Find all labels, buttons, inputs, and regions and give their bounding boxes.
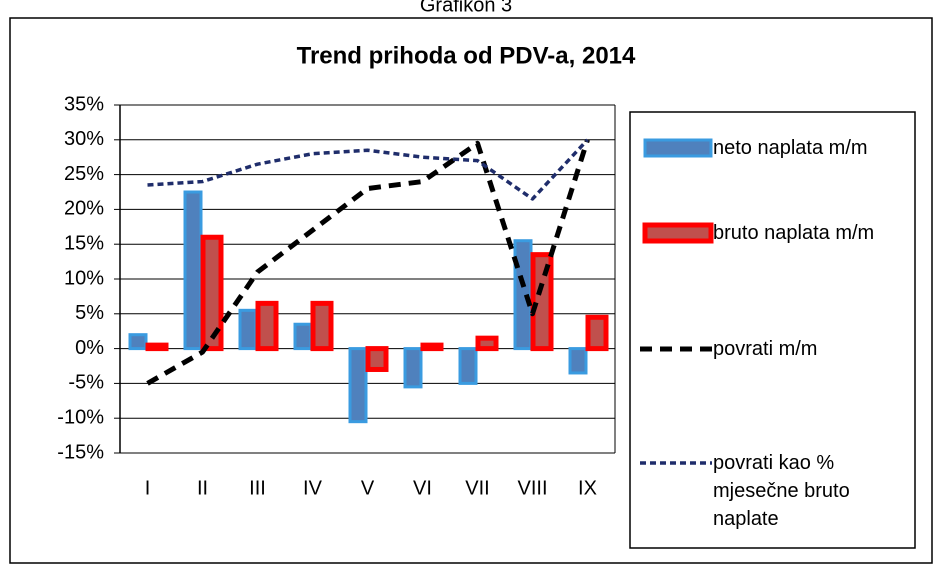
bar (458, 347, 478, 385)
legend-swatch (643, 138, 713, 158)
bar (238, 308, 258, 351)
bar (475, 335, 499, 352)
bar (420, 342, 444, 352)
y-tick-label: 10% (64, 267, 104, 289)
legend-entry: bruto naplata m/m (713, 222, 875, 244)
bar (348, 347, 368, 424)
line (146, 139, 590, 386)
chart-title: Trend prihoda od PDV-a, 2014 (297, 42, 636, 69)
x-tick-label: II (197, 477, 208, 499)
x-tick-label: VI (413, 477, 432, 499)
bar (293, 322, 313, 351)
bar (365, 346, 389, 372)
chart-frame (9, 17, 933, 564)
legend-label: bruto naplata m/m (713, 222, 875, 244)
bar (585, 314, 609, 352)
legend-box (629, 111, 916, 549)
bar (200, 234, 224, 352)
x-tick-label: IV (303, 477, 323, 499)
caption: Grafikon 3 (420, 0, 512, 16)
bar (183, 190, 203, 351)
legend-label: povrati m/m (713, 338, 818, 360)
y-tick-label: 25% (64, 163, 104, 185)
bar (403, 347, 423, 389)
bar (145, 342, 169, 352)
y-tick-label: 5% (75, 302, 104, 324)
bar (310, 300, 334, 352)
y-tick-label: 0% (75, 337, 104, 359)
x-tick-label: III (249, 477, 266, 499)
bar (530, 252, 554, 352)
y-tick-label: 35% (64, 93, 104, 115)
y-tick-label: 15% (64, 232, 104, 254)
y-tick-label: -15% (57, 441, 104, 463)
legend-entry: povrati kao % mjesečne bruto naplate (713, 452, 850, 530)
bar (128, 333, 148, 351)
x-tick-label: V (361, 477, 375, 499)
x-tick-label: IX (578, 477, 597, 499)
y-tick-label: 20% (64, 198, 104, 220)
bar (568, 347, 588, 375)
legend-label: neto naplata m/m (713, 137, 868, 159)
x-tick-label: VIII (517, 477, 547, 499)
bar (255, 300, 279, 352)
legend-entry: neto naplata m/m (713, 137, 868, 159)
legend-label: povrati kao % mjesečne bruto naplate (713, 452, 850, 530)
y-tick-label: 30% (64, 128, 104, 150)
y-tick-label: -10% (57, 406, 104, 428)
x-tick-label: I (145, 477, 151, 499)
x-tick-label: VII (465, 477, 489, 499)
legend-swatch (642, 222, 714, 244)
line (147, 138, 589, 201)
y-tick-label: -5% (68, 372, 104, 394)
legend-entry: povrati m/m (713, 338, 818, 360)
